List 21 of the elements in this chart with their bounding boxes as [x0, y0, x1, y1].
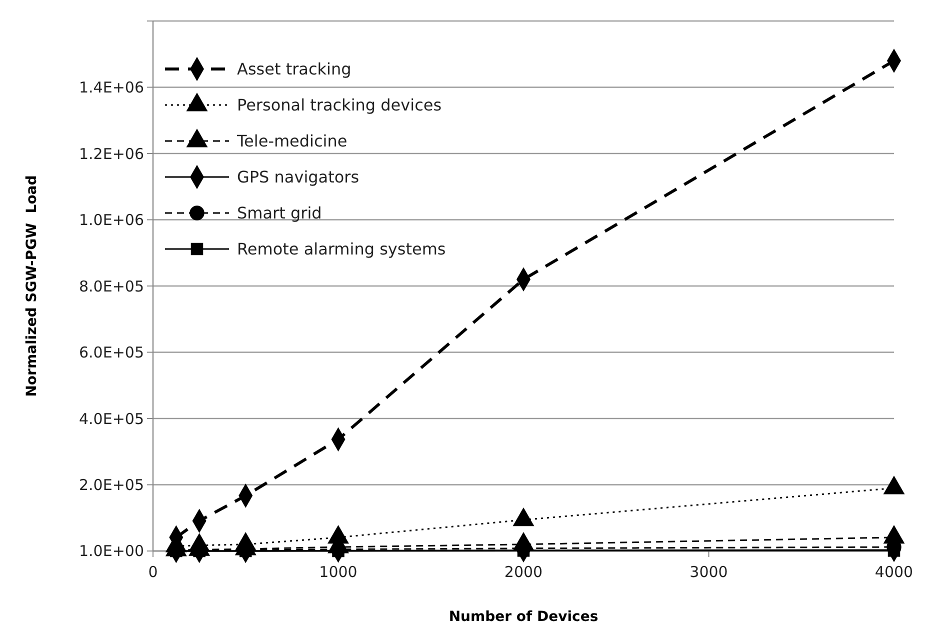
y-tick-label: 1.0E+00 [79, 542, 144, 560]
legend-label: Asset tracking [237, 60, 352, 79]
x-tick-label: 3000 [690, 563, 728, 581]
x-tick-label: 0 [148, 563, 158, 581]
y-tick-label: 1.0E+06 [79, 211, 144, 229]
y-tick-label: 1.4E+06 [79, 78, 144, 96]
y-axis-title: Normalized SGW-PGW Load [24, 175, 40, 397]
x-tick-label: 4000 [874, 563, 914, 581]
x-axis-title: Number of Devices [448, 609, 598, 625]
legend-label: GPS navigators [237, 168, 360, 187]
legend-label: Personal tracking devices [237, 96, 442, 115]
y-tick-label: 2.0E+05 [79, 476, 144, 494]
legend-label: Smart grid [237, 204, 322, 223]
x-tick-label: 2000 [504, 563, 543, 581]
y-tick-label: 6.0E+05 [79, 344, 144, 362]
legend-label: Remote alarming systems [237, 240, 446, 259]
y-tick-label: 1.2E+06 [79, 144, 144, 163]
x-tick-label: 1000 [319, 563, 358, 581]
y-tick-label: 4.0E+05 [79, 410, 144, 428]
legend-label: Tele-medicine [236, 132, 348, 151]
y-tick-label: 8.0E+05 [79, 277, 144, 296]
